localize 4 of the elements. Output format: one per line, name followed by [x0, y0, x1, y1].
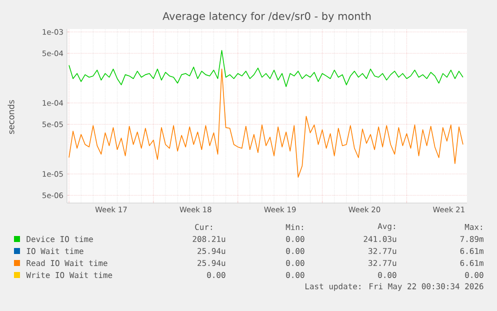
- line-series: [68, 68, 464, 178]
- chart-title: Average latency for /dev/sr0 - by month: [162, 12, 371, 22]
- line-series: [68, 50, 464, 87]
- y-axis-title: seconds: [8, 100, 14, 134]
